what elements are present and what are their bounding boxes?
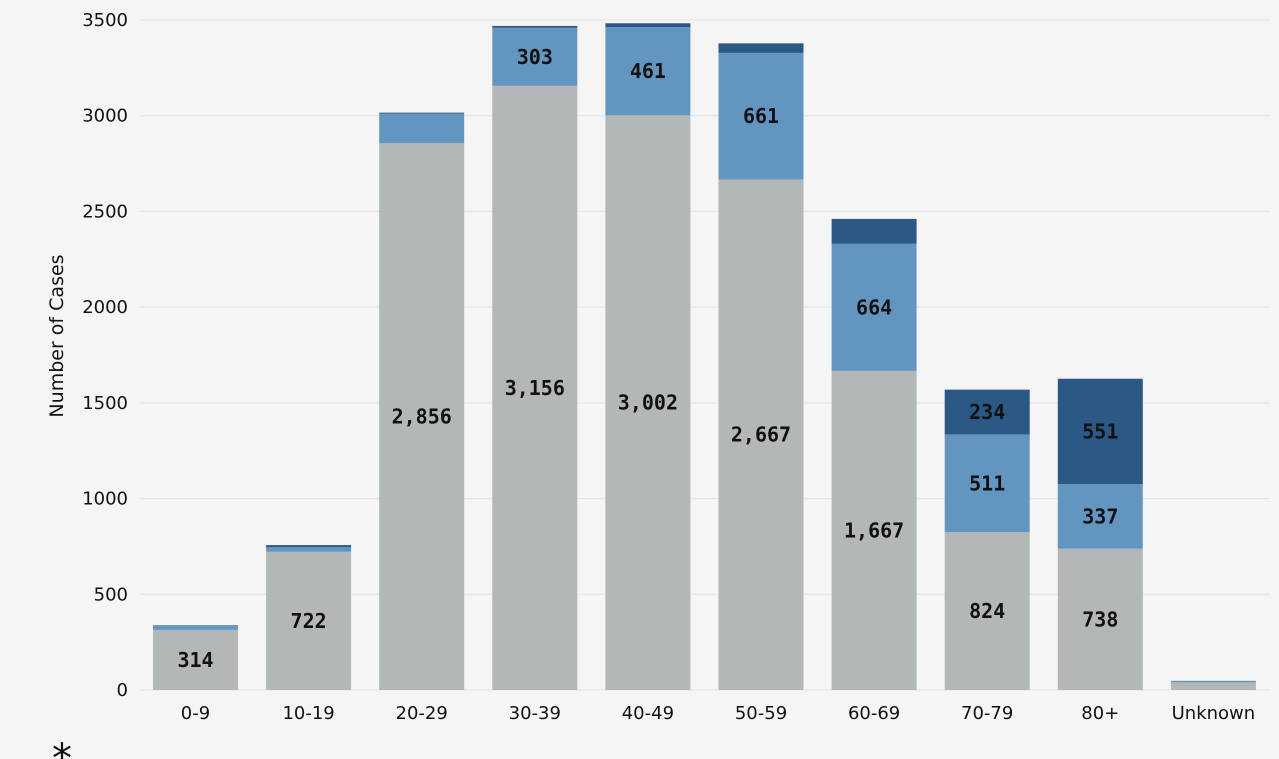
x-tick-label: 30-39: [509, 703, 561, 724]
bar-segment: [1170, 680, 1256, 683]
x-tick-label: 0-9: [181, 703, 210, 724]
bar-segment: [492, 27, 578, 86]
bar-segment: [718, 179, 804, 690]
bar-segment: [1057, 378, 1143, 485]
x-axis-ticks: 0-9 10-19 20-29 30-39 40-49 50-59 60-69 70-79 80…: [181, 703, 1255, 724]
data-label: 661: [743, 104, 779, 128]
bar-segment: [266, 547, 352, 552]
y-tick-label: 0: [117, 680, 128, 701]
x-tick-label: 10-19: [282, 703, 334, 724]
y-tick-label: 3500: [82, 10, 128, 31]
bar-segment: [1057, 484, 1143, 549]
data-label: 303: [517, 45, 553, 69]
bar-segment: [1057, 548, 1143, 690]
x-tick-label: 20-29: [396, 703, 448, 724]
y-axis-label: Number of Cases: [46, 254, 68, 417]
footnote-asterisk: *: [52, 736, 72, 759]
bars: [153, 23, 1256, 691]
data-label: 824: [969, 599, 1005, 623]
y-tick-label: 2500: [82, 201, 128, 222]
bar-segment: [944, 532, 1030, 690]
x-tick-label: 80+: [1081, 703, 1119, 724]
bar-segment: [379, 112, 465, 114]
data-label: 738: [1082, 607, 1118, 631]
data-label: 3,002: [618, 391, 678, 415]
bar-segment: [605, 23, 691, 28]
bar-segment: [831, 243, 917, 371]
bar-segment: [153, 625, 238, 630]
data-label: 664: [856, 295, 892, 319]
data-label: 2,667: [731, 423, 791, 447]
bar-segment: [944, 434, 1030, 533]
y-tick-label: 3000: [82, 106, 128, 127]
y-tick-label: 500: [94, 584, 128, 605]
bar-segment: [379, 113, 465, 144]
bar-segment: [718, 52, 804, 180]
y-tick-label: 1500: [82, 393, 128, 414]
bar-segment: [944, 389, 1030, 435]
bar-segment: [379, 143, 465, 690]
bar-segment: [831, 218, 917, 244]
y-tick-label: 2000: [82, 297, 128, 318]
bar-segment: [605, 115, 691, 691]
data-label: 314: [177, 648, 213, 672]
bar-segment: [831, 370, 917, 690]
bar-segment: [492, 25, 578, 28]
data-label: 1,667: [844, 518, 904, 542]
bar-segment: [266, 551, 352, 690]
data-label: 3,156: [505, 376, 565, 400]
data-label: 722: [291, 609, 327, 633]
bar-segment: [1170, 682, 1256, 690]
y-tick-label: 1000: [82, 489, 128, 510]
bar-segment: [266, 545, 352, 548]
bar-segment: [492, 85, 578, 690]
data-labels: 314 722 2,856 3,156 303 3,002 461 2,667 661 1,667…: [177, 45, 1118, 672]
bar-segment: [718, 43, 804, 53]
x-tick-label: 60-69: [848, 703, 900, 724]
data-label: 234: [969, 400, 1005, 424]
x-tick-label: 50-59: [735, 703, 787, 724]
y-axis-ticks: 0 500 1000 1500 2000 2500 3000 3500: [82, 10, 128, 701]
x-tick-label: 40-49: [622, 703, 674, 724]
data-label: 337: [1082, 504, 1118, 528]
data-label: 511: [969, 471, 1005, 495]
x-tick-label: 70-79: [961, 703, 1013, 724]
bar-segment: [153, 629, 238, 690]
x-tick-label: Unknown: [1172, 703, 1256, 724]
bar-segment: [605, 27, 691, 116]
data-label: 461: [630, 59, 666, 83]
data-label: 551: [1082, 419, 1118, 443]
data-label: 2,856: [392, 405, 452, 429]
